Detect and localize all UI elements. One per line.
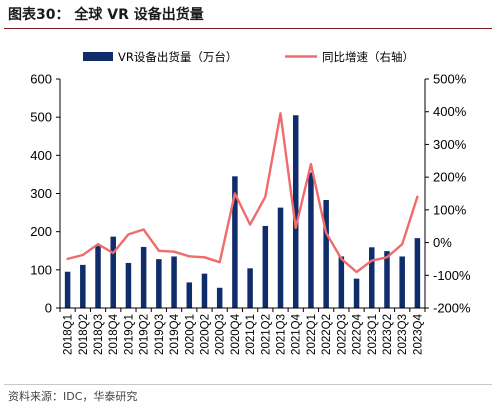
right-tick-label: -200% <box>433 301 471 316</box>
right-tick-label: -100% <box>433 268 471 283</box>
bar-2022Q2 <box>323 199 329 308</box>
x-tick-label: 2022Q1 <box>306 314 318 355</box>
x-axis: 2018Q1 2018Q2 2018Q3 2018Q4 2019Q1 2019Q2 2019… <box>59 307 426 355</box>
figure-title: 图表30： 全球 VR 设备出货量 <box>8 7 204 23</box>
x-tick-label: 2021Q3 <box>276 314 288 355</box>
bar-2018Q3 <box>95 245 101 308</box>
x-tick-label: 2019Q3 <box>154 314 166 355</box>
left-tick-label: 400 <box>30 148 52 163</box>
bar-2021Q3 <box>277 207 284 308</box>
x-tick-label: 2018Q2 <box>78 314 90 355</box>
right-tick-label: 400% <box>433 104 467 119</box>
bar-2018Q2 <box>80 264 86 308</box>
bar-2019Q2 <box>140 246 147 308</box>
bar-2023Q3 <box>399 256 405 308</box>
x-tick-label: 2022Q3 <box>336 314 348 355</box>
left-tick-label: 500 <box>30 110 52 125</box>
x-tick-label: 2023Q1 <box>367 314 379 355</box>
left-tick-label: 0 <box>45 301 52 316</box>
x-tick-label: 2020Q3 <box>215 314 227 355</box>
left-tick-label: 100 <box>30 262 52 277</box>
legend-bar-label: VR设备出货量（万台） <box>118 50 237 64</box>
x-tick-label: 2022Q4 <box>352 313 364 355</box>
legend-bar-swatch <box>83 52 113 61</box>
bar-2020Q3 <box>216 287 223 308</box>
x-tick-label: 2019Q2 <box>139 314 151 355</box>
legend-line-label: 同比增速（右轴） <box>322 50 414 64</box>
left-y-axis: 0 100 200 300 400 500 600 <box>30 72 61 316</box>
bar-2022Q1 <box>308 172 314 308</box>
x-tick-label: 2018Q1 <box>63 314 75 355</box>
x-tick-label: 2021Q2 <box>260 314 272 355</box>
x-tick-label: 2018Q3 <box>93 314 105 355</box>
bar-2021Q1 <box>247 268 253 308</box>
title-divider <box>4 28 492 29</box>
bar-2019Q4 <box>171 256 177 308</box>
bar-2022Q4 <box>353 278 360 308</box>
right-tick-label: 300% <box>433 137 467 152</box>
source-note: 资料来源：IDC，华泰研究 <box>8 390 138 403</box>
x-tick-label: 2020Q2 <box>199 314 211 355</box>
bar-2019Q1 <box>125 262 132 308</box>
legend: VR设备出货量（万台） 同比增速（右轴） <box>83 50 414 64</box>
growth-rate-line <box>66 112 419 274</box>
bar-2021Q4 <box>292 115 299 308</box>
bar-2023Q4 <box>414 238 421 308</box>
bar-2023Q1 <box>369 247 375 308</box>
left-tick-label: 200 <box>30 224 52 239</box>
bar-2022Q3 <box>338 256 345 308</box>
x-tick-label: 2023Q2 <box>382 314 394 355</box>
bar-2018Q1 <box>64 271 71 308</box>
bar-2018Q4 <box>110 236 116 308</box>
bar-2021Q2 <box>262 225 269 308</box>
right-tick-label: 500% <box>433 72 467 87</box>
right-tick-label: 100% <box>433 202 467 217</box>
x-tick-label: 2019Q4 <box>169 313 181 355</box>
left-tick-label: 600 <box>30 72 52 87</box>
x-tick-label: 2018Q4 <box>108 313 120 355</box>
source-divider <box>4 384 492 385</box>
x-tick-label: 2023Q4 <box>412 313 424 355</box>
x-tick-label: 2022Q2 <box>321 314 333 355</box>
bar-2020Q4 <box>232 176 238 308</box>
right-tick-label: 200% <box>433 170 467 185</box>
left-tick-label: 300 <box>30 186 52 201</box>
bar-2023Q2 <box>384 251 390 308</box>
x-tick-label: 2019Q1 <box>123 314 135 355</box>
right-tick-label: 0% <box>433 235 452 250</box>
x-tick-label: 2023Q3 <box>397 314 409 355</box>
line-series <box>66 112 419 274</box>
x-tick-label: 2020Q4 <box>230 313 242 355</box>
right-y-axis: -200% -100% 0% 100% 200% 300% 400% 500% <box>424 72 471 316</box>
x-tick-label: 2021Q4 <box>291 313 303 355</box>
bar-series <box>64 115 421 308</box>
x-tick-label: 2020Q1 <box>184 314 196 355</box>
bar-2019Q3 <box>156 259 162 308</box>
x-tick-label: 2021Q1 <box>245 314 257 355</box>
bar-2020Q1 <box>186 282 193 308</box>
bar-2020Q2 <box>201 273 208 308</box>
